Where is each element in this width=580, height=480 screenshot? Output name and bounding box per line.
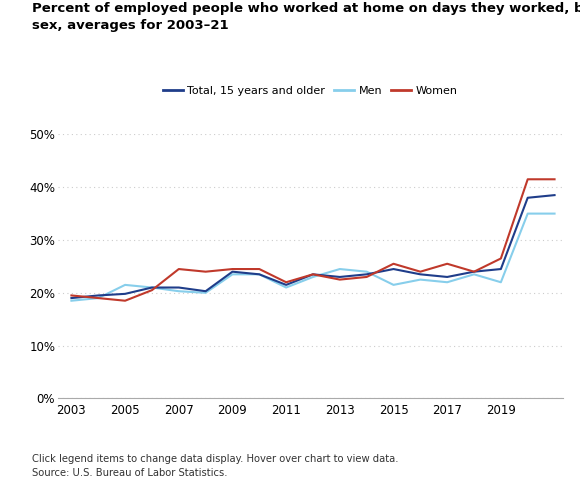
Legend: Total, 15 years and older, Men, Women: Total, 15 years and older, Men, Women	[158, 82, 462, 101]
Text: Click legend items to change data display. Hover over chart to view data.
Source: Click legend items to change data displa…	[32, 455, 398, 478]
Text: Percent of employed people who worked at home on days they worked, by
sex, avera: Percent of employed people who worked at…	[32, 2, 580, 33]
